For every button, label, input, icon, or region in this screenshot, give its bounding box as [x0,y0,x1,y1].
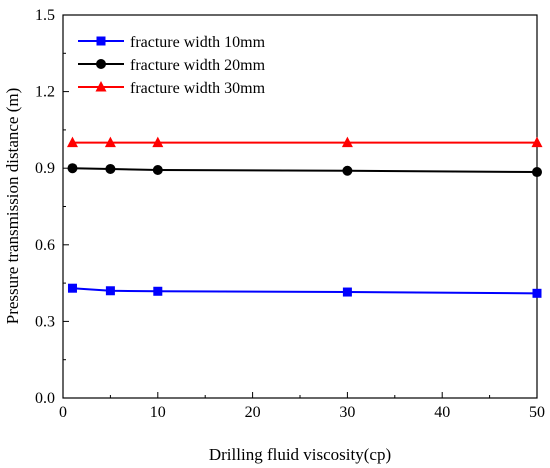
series-line [72,287,538,295]
x-tick-label: 10 [150,404,166,421]
x-tick-label: 50 [529,404,545,421]
data-point [105,163,116,174]
data-point [341,136,353,148]
axis-ticks: 0 10 20 30 40 50 0.0 0.3 0.6 0.9 1.2 1.5 [35,7,545,421]
y-tick-label: 0.6 [35,237,55,254]
y-tick-label: 0.3 [35,313,55,330]
data-point [152,136,164,148]
y-tick-label: 1.5 [35,7,55,24]
x-tick-label: 40 [434,404,450,421]
data-point [105,286,115,296]
x-tick-label: 30 [339,404,355,421]
data-point [342,165,353,176]
x-axis-label: Drilling fluid viscosity(cp) [209,445,391,464]
legend-marker [96,36,106,46]
x-tick-label: 0 [59,404,67,421]
x-tick-label: 20 [245,404,261,421]
y-tick-label: 0.9 [35,160,55,177]
data-point [67,163,78,174]
data-point [66,136,78,148]
legend-label: fracture width 10mm [130,34,266,51]
data-point [104,136,116,148]
data-point [67,283,77,293]
data-point [342,287,352,297]
y-axis-label: Pressure transmission distance (m) [3,88,22,325]
data-point [153,286,163,296]
legend-label: fracture width 30mm [130,80,266,97]
legend: fracture width 10mm fracture width 20mm fr… [78,34,266,97]
y-tick-label: 0.0 [35,390,55,407]
series-line [72,167,538,174]
legend-label: fracture width 20mm [130,57,266,74]
data-point [531,136,543,148]
y-tick-label: 1.2 [35,84,55,101]
legend-marker [96,59,106,69]
data-point [532,288,542,298]
data-point [532,167,542,178]
data-point [152,164,163,175]
legend-marker [95,81,107,92]
series-layer [66,136,543,298]
